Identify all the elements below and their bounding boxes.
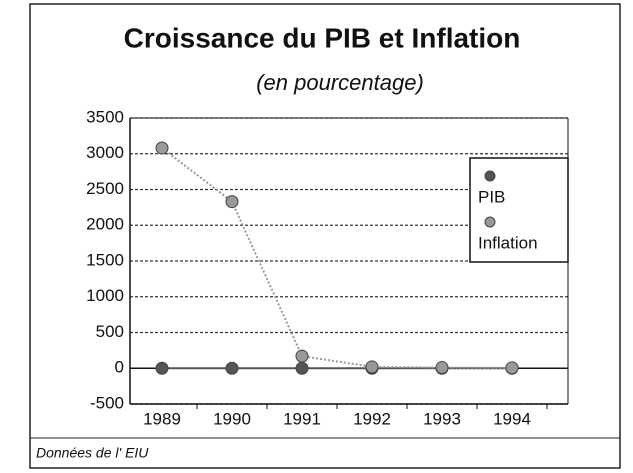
x-tick-label: 1991: [283, 409, 321, 428]
y-tick-label: 2000: [86, 215, 124, 234]
y-tick-label: 0: [115, 358, 124, 377]
legend-marker: [484, 170, 496, 182]
y-tick-label: 3500: [86, 107, 124, 126]
y-tick-label: 1000: [86, 286, 124, 305]
legend-label: Inflation: [478, 233, 538, 252]
source-note: Données de l' EIU: [36, 445, 149, 461]
legend-label: PIB: [478, 187, 505, 206]
y-tick-label: 2500: [86, 179, 124, 198]
y-tick-label: -500: [90, 393, 124, 412]
chart-subtitle: (en pourcentage): [256, 70, 424, 95]
y-tick-label: 3000: [86, 143, 124, 162]
x-tick-label: 1993: [423, 409, 461, 428]
x-tick-label: 1992: [353, 409, 391, 428]
data-point: [225, 361, 239, 375]
data-point: [505, 361, 519, 375]
data-point: [295, 349, 309, 363]
y-tick-label: 500: [96, 322, 124, 341]
data-point: [155, 361, 169, 375]
x-tick-label: 1994: [493, 409, 531, 428]
x-tick-label: 1990: [213, 409, 251, 428]
legend-marker: [484, 216, 496, 228]
data-point: [365, 360, 379, 374]
data-point: [435, 361, 449, 375]
data-point: [155, 141, 169, 155]
x-tick-label: 1989: [143, 409, 181, 428]
y-tick-label: 1500: [86, 250, 124, 269]
data-point: [225, 195, 239, 209]
chart-title: Croissance du PIB et Inflation: [124, 22, 521, 53]
data-point: [295, 361, 309, 375]
series-line: [161, 147, 513, 369]
